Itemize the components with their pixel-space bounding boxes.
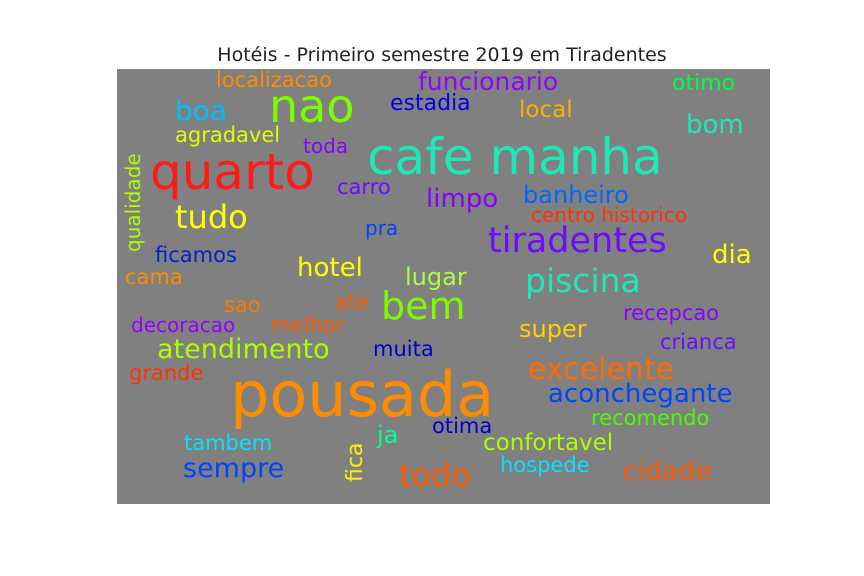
word-carro: carro [337,175,391,199]
word-decoracao: decoracao [131,313,236,337]
word-ja: ja [377,421,399,449]
word-tudo: tudo [175,198,248,236]
word-quarto: quarto [150,143,315,201]
word-pra: pra [365,216,399,240]
word-funcionario: funcionario [418,69,559,96]
word-boa: boa [175,94,228,127]
word-melhor: melhor [270,313,345,337]
word-bem: bem [381,284,466,328]
word-cloud-area: pousada cafe manha quarto nao tiradentes pisc… [117,69,770,504]
word-muita: muita [373,337,434,361]
word-pousada: pousada [230,358,495,431]
word-sao: sao [224,293,261,317]
word-localizacao: localizacao [216,69,332,92]
word-tambem: tambem [184,431,273,455]
word-sempre: sempre [183,453,285,484]
word-toda: toda [303,134,349,158]
word-limpo: limpo [426,184,499,214]
word-otima: otima [432,414,493,438]
word-excelente: excelente [528,352,675,387]
word-recomendo: recomendo [591,406,710,430]
word-ficamos: ficamos [155,243,237,267]
word-otimo: otimo [672,71,736,96]
chart-title: Hotéis - Primeiro semestre 2019 em Tirad… [217,44,667,66]
word-fica: fica [343,442,368,482]
word-lugar: lugar [405,263,467,291]
word-local: local [519,97,573,123]
word-dia: dia [712,240,752,270]
word-crianca: crianca [660,330,737,354]
word-agradavel: agradavel [175,123,281,147]
word-tiradentes: tiradentes [488,221,667,261]
word-recepcao: recepcao [623,301,720,325]
word-cidade: cidade [622,456,712,487]
word-hospede: hospede [500,453,590,477]
word-estadia: estadia [390,91,471,116]
word-centro-historico: centro historico [531,203,687,227]
word-todo: todo [399,456,472,494]
word-cama: cama [125,265,183,289]
word-banheiro: banheiro [523,181,629,209]
word-atendimento: atendimento [157,334,330,365]
word-aconchegante: aconchegante [548,379,733,409]
word-cafe-manha: cafe manha [367,128,663,186]
word-ate: ate [335,290,370,314]
word-super: super [519,315,587,343]
word-hotel: hotel [297,253,363,283]
word-grande: grande [129,361,204,385]
word-confortavel: confortavel [483,430,614,456]
word-bom: bom [686,110,744,140]
word-piscina: piscina [525,261,641,300]
word-nao: nao [269,79,355,133]
word-qualidade: qualidade [121,153,145,252]
